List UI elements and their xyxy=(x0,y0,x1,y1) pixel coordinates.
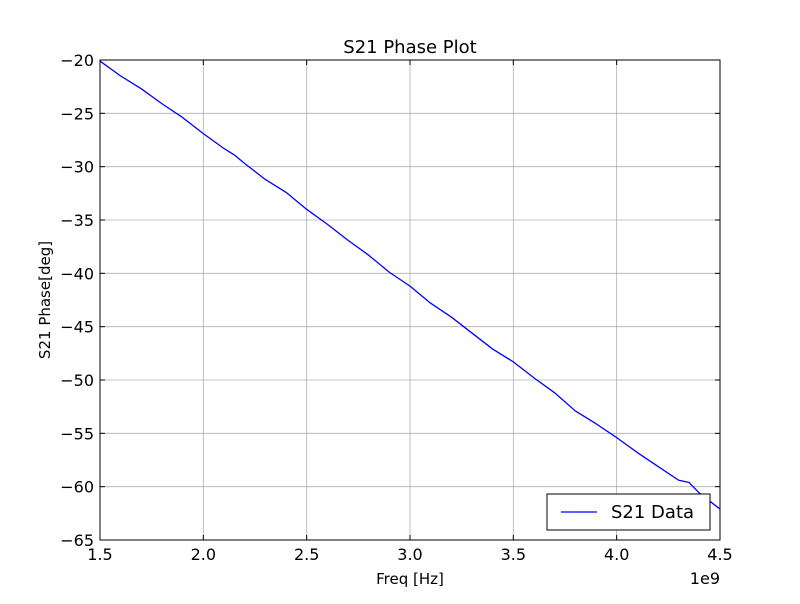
x-tick-label: 4.0 xyxy=(604,545,629,564)
y-tick-label: −45 xyxy=(60,318,94,337)
series-line xyxy=(99,60,721,510)
legend: S21 Data xyxy=(546,493,711,531)
x-tick-label: 3.5 xyxy=(501,545,526,564)
y-tick-label: −30 xyxy=(60,158,94,177)
chart-title: S21 Phase Plot xyxy=(343,37,476,58)
grid xyxy=(99,59,721,541)
y-tick-label: −35 xyxy=(60,211,94,230)
y-tick-label: −65 xyxy=(60,531,94,550)
x-tick-label: 2.0 xyxy=(191,545,216,564)
x-axis-label: Freq [Hz] xyxy=(376,570,444,588)
y-ticks: −20 −25 −30 −35 −40 −45 −50 −55 −60 −65 xyxy=(60,51,720,550)
x-tick-label: 2.5 xyxy=(294,545,319,564)
x-ticks: 1.5 2.0 2.5 3.0 3.5 4.0 4.5 xyxy=(87,60,733,564)
x-offset-label: 1e9 xyxy=(690,569,720,588)
y-tick-label: −25 xyxy=(60,104,94,123)
y-tick-label: −40 xyxy=(60,264,94,283)
series-group xyxy=(99,60,721,510)
x-tick-label: 1.5 xyxy=(87,545,112,564)
legend-label: S21 Data xyxy=(611,502,694,523)
y-tick-label: −55 xyxy=(60,424,94,443)
y-axis-label: S21 Phase[deg] xyxy=(36,241,54,359)
y-tick-label: −60 xyxy=(60,478,94,497)
x-tick-label: 4.5 xyxy=(707,545,732,564)
x-tick-label: 3.0 xyxy=(397,545,422,564)
y-tick-label: −50 xyxy=(60,371,94,390)
y-tick-label: −20 xyxy=(60,51,94,70)
